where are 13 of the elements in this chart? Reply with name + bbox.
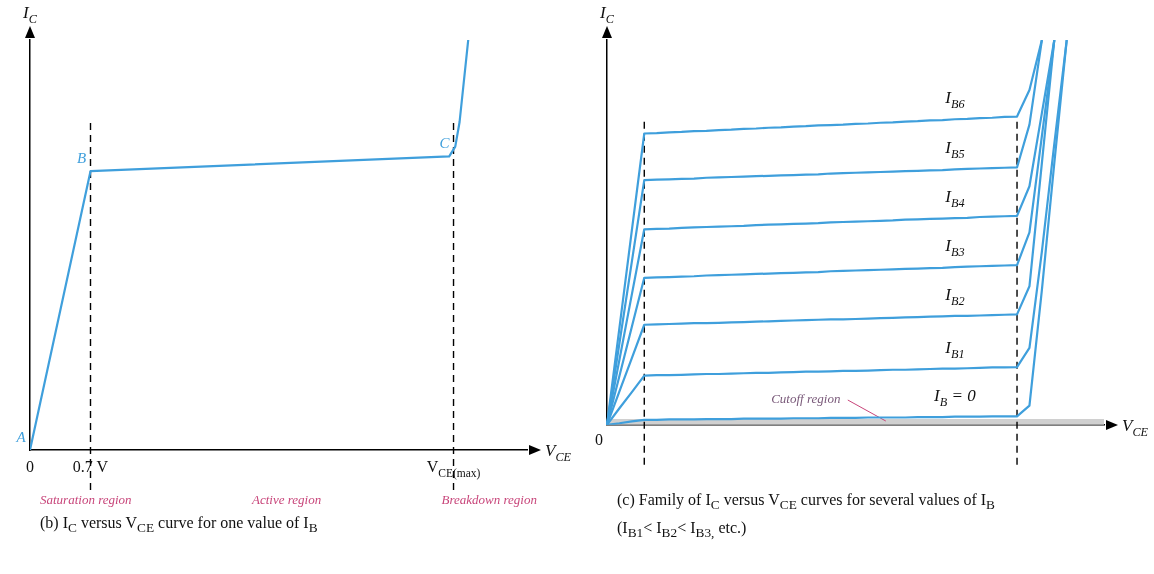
text: 0	[595, 430, 603, 448]
text: (c) Family of I$_{C}$ versus V$_{CE}$ curves for several values of I$_{B}$	[617, 490, 995, 515]
x-tick-label: 0	[26, 458, 34, 475]
x-tick-label: 0.7 V	[72, 458, 109, 475]
text: Active region	[251, 491, 322, 509]
annotation: C	[439, 135, 451, 152]
text: Saturation region	[40, 491, 132, 509]
annotation: B	[76, 150, 87, 167]
text: Breakdown region	[441, 491, 537, 509]
annotation: A	[15, 429, 27, 445]
text: (I$_{B1}$< I$_{B2}$< I$_{B3,}$ etc.)	[617, 518, 748, 543]
text: (b) I$_{C}$ versus V$_{CE}$ curve for one value of I$_{B}$	[40, 513, 319, 538]
band-label: Cutoff region	[771, 391, 841, 407]
